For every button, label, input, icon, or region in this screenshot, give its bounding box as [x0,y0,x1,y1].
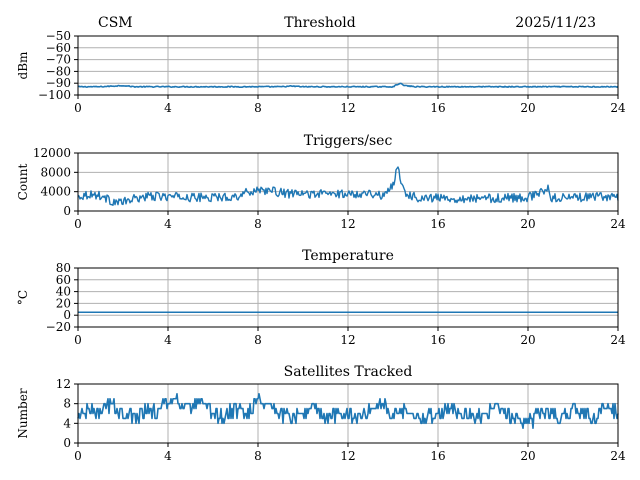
x-tick-label-0-6: 24 [610,101,626,115]
x-tick-label-3-2: 8 [254,449,262,463]
series-line-3-0 [77,393,619,430]
y-tick-label-0-5: −100 [38,88,71,102]
x-tick-label-3-3: 12 [340,449,355,463]
y-tick-label-1-3: 12000 [33,146,71,160]
x-tick-label-0-5: 20 [520,101,535,115]
x-tick-label-1-3: 12 [340,217,355,231]
series-line-0-0 [77,82,619,89]
x-tick-label-2-6: 24 [610,333,626,347]
y-tick-label-2-4: 60 [56,273,71,287]
x-tick-label-2-0: 0 [74,333,82,347]
y-tick-label-3-0: 0 [63,436,71,450]
y-tick-label-3-2: 8 [63,397,71,411]
x-tick-label-1-2: 8 [254,217,262,231]
y-tick-label-1-2: 8000 [40,165,71,179]
text-layer: CSM Threshold 2025/11/23 0 4 8 12 16 20 24−50−… [16,15,626,463]
data-layer [77,82,619,430]
panel-title-2: Temperature [302,248,394,264]
y-tick-label-2-1: 0 [63,308,71,322]
x-tick-label-3-0: 0 [74,449,82,463]
x-tick-label-0-0: 0 [74,101,82,115]
y-tick-label-2-0: −20 [46,320,71,334]
y-axis-label-3: Number [16,388,30,438]
x-tick-label-3-1: 4 [164,449,172,463]
x-tick-label-0-3: 12 [340,101,355,115]
x-tick-label-3-5: 20 [520,449,535,463]
y-tick-label-3-3: 12 [56,377,71,391]
y-tick-label-0-1: −60 [46,41,71,55]
y-tick-label-0-0: −50 [46,29,71,43]
x-tick-label-3-4: 16 [430,449,445,463]
x-tick-label-1-6: 24 [610,217,626,231]
x-tick-label-1-5: 20 [520,217,535,231]
y-tick-label-0-2: −70 [46,53,71,67]
x-tick-label-1-0: 0 [74,217,82,231]
x-tick-label-1-4: 16 [430,217,445,231]
header-right: 2025/11/23 [515,15,596,31]
y-tick-label-0-4: −90 [46,76,71,90]
x-tick-label-2-4: 16 [430,333,445,347]
y-tick-label-0-3: −80 [46,64,71,78]
x-tick-label-2-5: 20 [520,333,535,347]
x-tick-label-0-1: 4 [164,101,172,115]
panel-title-3: Satellites Tracked [284,364,413,380]
x-tick-label-0-4: 16 [430,101,445,115]
x-tick-label-3-6: 24 [610,449,626,463]
x-tick-label-2-2: 8 [254,333,262,347]
x-tick-label-2-3: 12 [340,333,355,347]
x-tick-label-2-1: 4 [164,333,172,347]
header-left: CSM [98,15,133,31]
header-center: Threshold [284,15,355,31]
y-tick-label-2-5: 80 [56,261,71,275]
y-tick-label-2-3: 40 [56,285,71,299]
x-tick-label-1-1: 4 [164,217,172,231]
y-axis-label-0: dBm [16,51,30,80]
panel-title-1: Triggers/sec [304,133,393,149]
y-tick-label-3-1: 4 [63,416,71,430]
y-axis-label-1: Count [16,163,30,200]
series-line-1-0 [77,166,619,206]
y-tick-label-2-2: 20 [56,296,71,310]
y-axis-label-2: °C [16,290,30,305]
y-tick-label-1-0: 0 [63,204,71,218]
y-tick-label-1-1: 4000 [40,185,71,199]
axes-layer [74,35,619,447]
x-tick-label-0-2: 8 [254,101,262,115]
